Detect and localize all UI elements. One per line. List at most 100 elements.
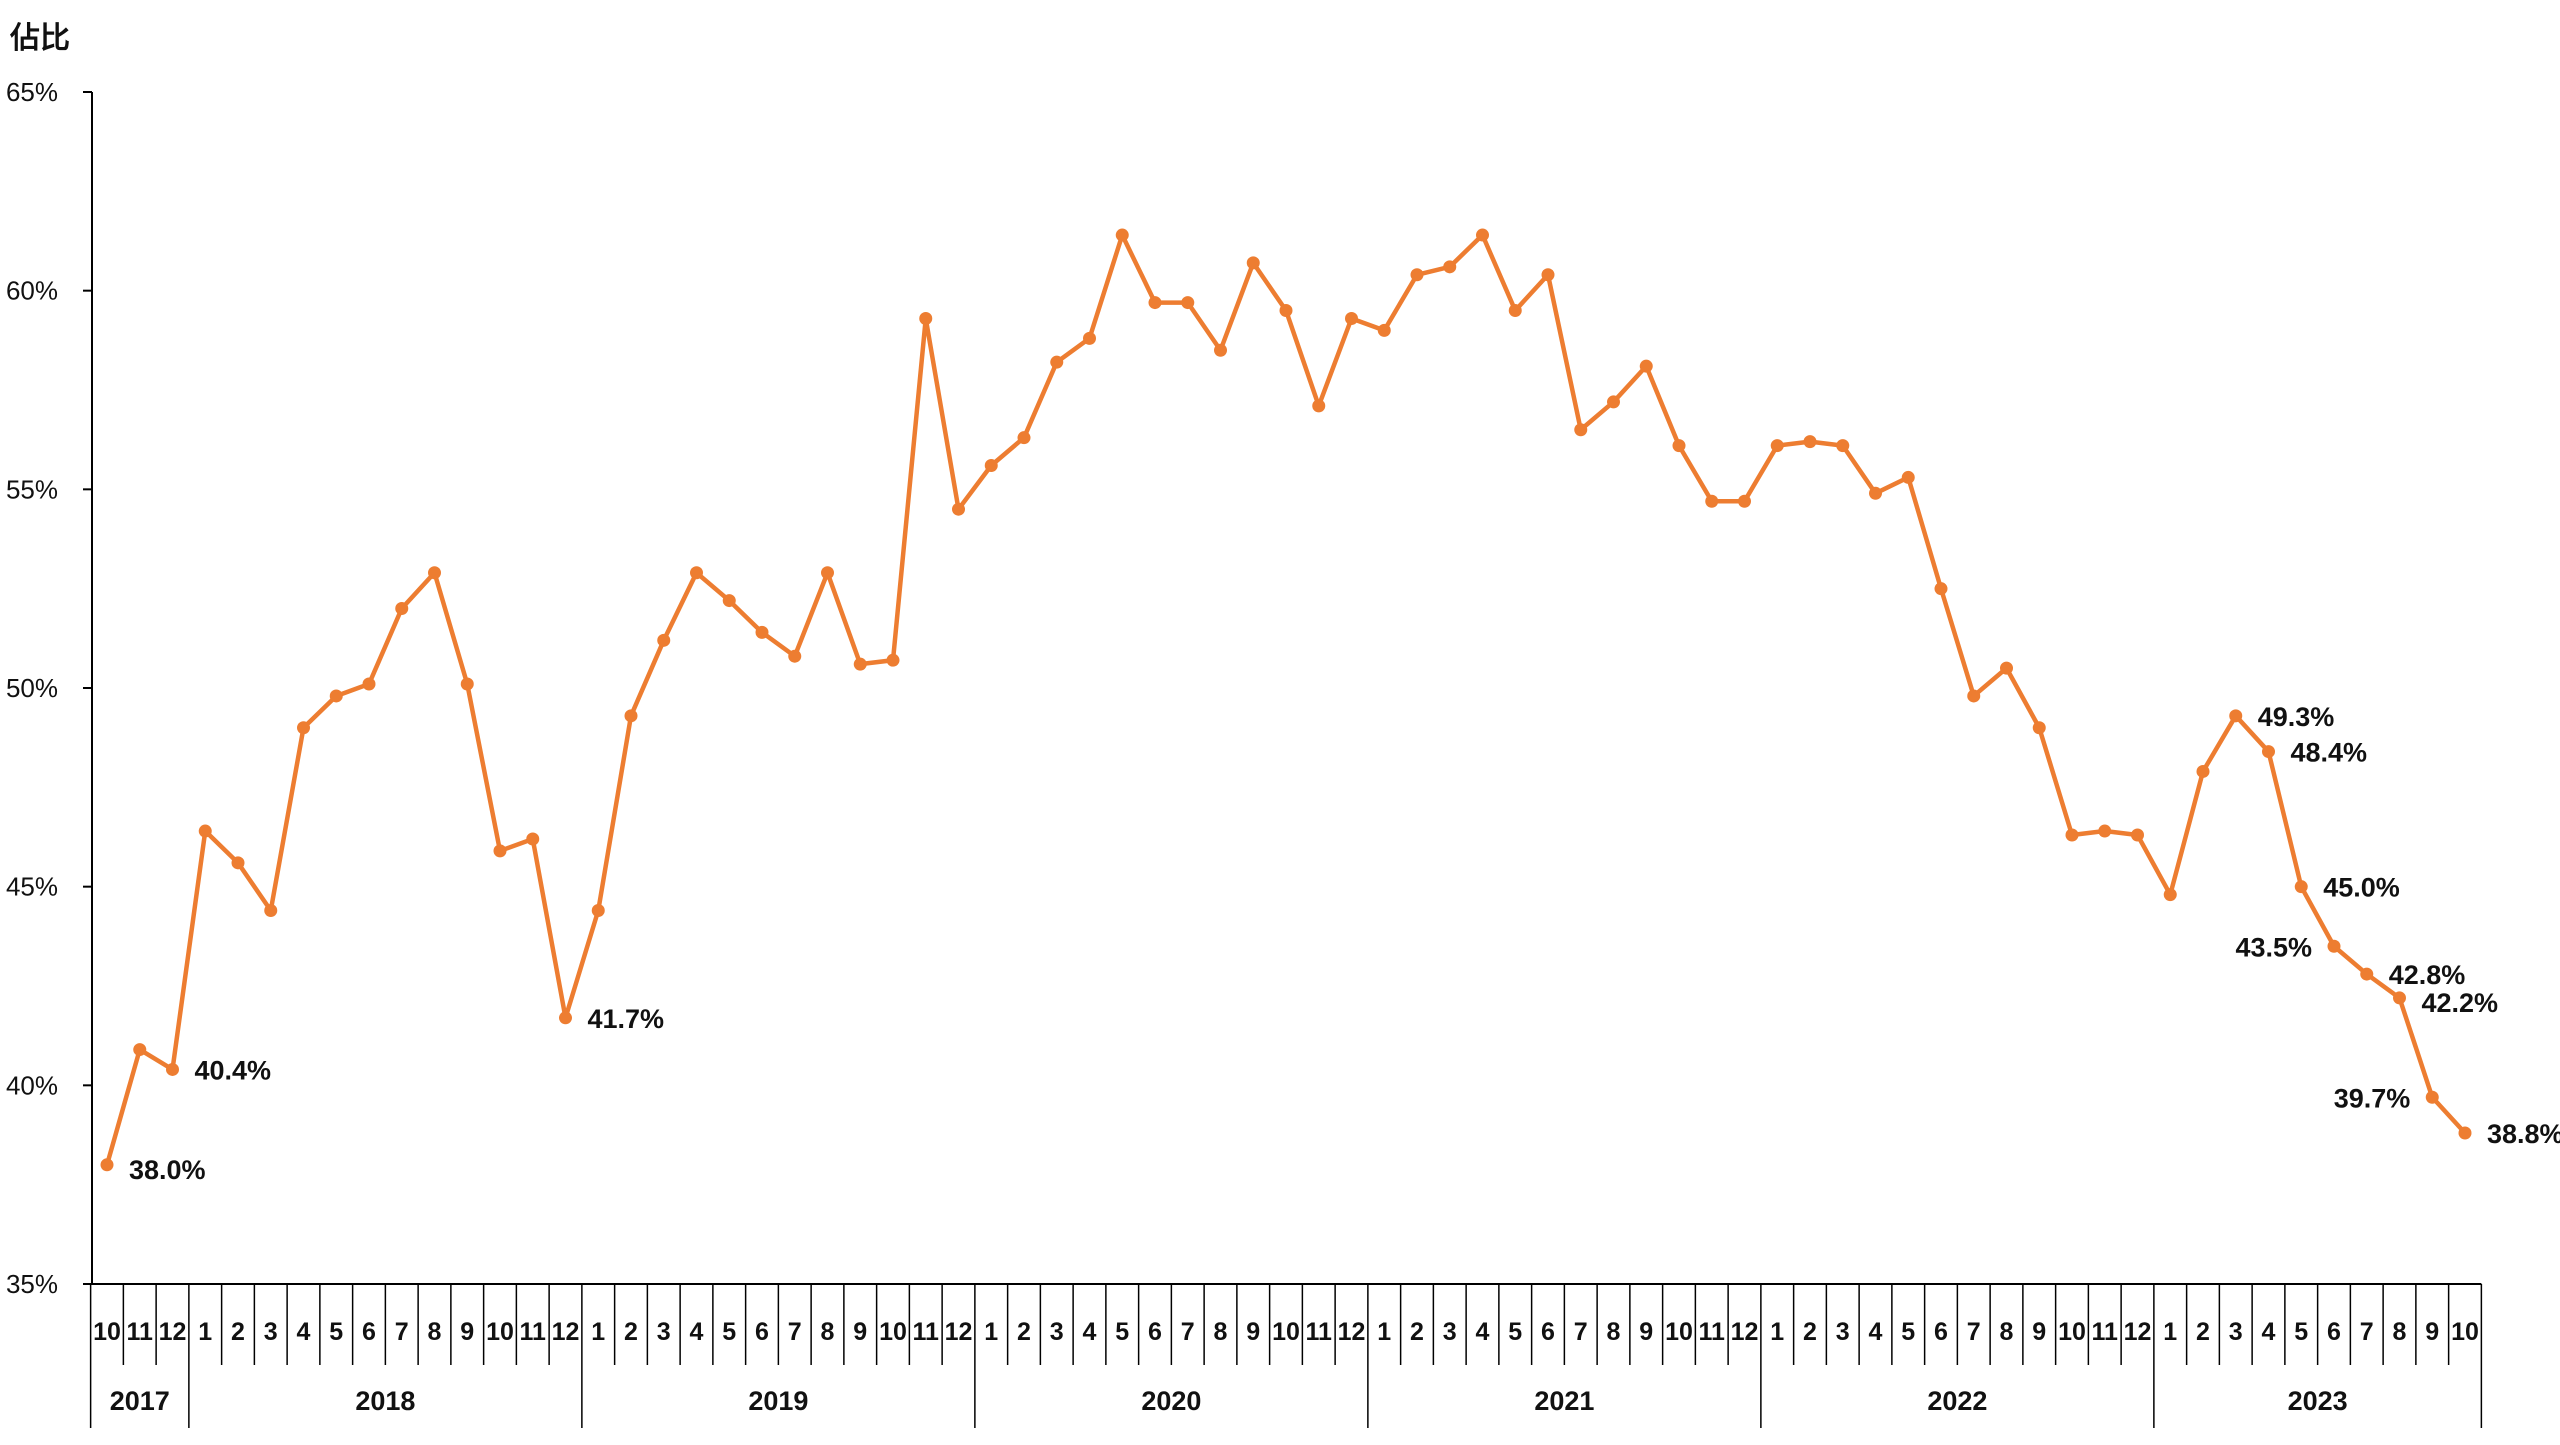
data-point [1934,582,1948,596]
x-tick-label: 6 [2327,1318,2341,1346]
data-label: 43.5% [2235,932,2312,962]
x-tick-label: 11 [127,1318,154,1346]
data-point [1083,331,1096,345]
x-tick-label: 11 [1306,1318,1333,1346]
data-point [395,602,409,616]
x-year-label: 2017 [110,1386,170,1416]
data-point [690,566,703,580]
x-tick-label: 11 [2092,1318,2119,1346]
data-point [264,904,278,918]
data-point [1148,296,1162,310]
x-tick-label: 11 [520,1318,547,1346]
y-tick-label: 65% [6,77,58,107]
y-tick-label: 55% [6,474,58,504]
x-tick-label: 10 [486,1318,514,1346]
x-tick-label: 12 [2124,1318,2152,1346]
y-tick-label: 35% [6,1269,58,1299]
x-year-label: 2023 [2288,1386,2348,1416]
data-point [1869,486,1882,500]
x-tick-label: 8 [1607,1318,1621,1346]
x-tick-label: 9 [1246,1318,1260,1346]
x-tick-label: 3 [1443,1318,1457,1346]
x-tick-label: 12 [159,1318,187,1346]
data-point [231,856,245,870]
data-point [1705,494,1719,508]
x-tick-label: 8 [428,1318,442,1346]
data-point [526,832,540,846]
data-point [493,844,507,858]
x-tick-label: 8 [2393,1318,2407,1346]
x-tick-label: 1 [198,1318,212,1346]
data-point [2229,709,2243,723]
data-point [984,458,998,472]
x-year-label: 2020 [1141,1386,1201,1416]
data-point [2393,991,2406,1005]
data-point [362,677,376,691]
x-tick-label: 9 [1639,1318,1653,1346]
x-tick-label: 9 [460,1318,474,1346]
x-tick-label: 11 [1699,1318,1726,1346]
data-point [2458,1126,2472,1140]
data-point [1443,260,1457,274]
data-point [1050,355,1064,369]
x-tick-label: 10 [2058,1318,2086,1346]
data-point [559,1011,572,1025]
data-point [100,1158,114,1172]
x-tick-label: 7 [2360,1318,2374,1346]
data-label: 49.3% [2258,702,2335,732]
data-point [624,709,638,723]
data-point [919,311,933,325]
data-point [2163,888,2177,902]
x-tick-label: 6 [1934,1318,1948,1346]
x-tick-label: 5 [2294,1318,2308,1346]
data-point [2294,880,2308,894]
x-tick-label: 7 [1181,1318,1195,1346]
x-tick-label: 3 [1050,1318,1064,1346]
data-label: 41.7% [588,1004,665,1034]
data-point [329,689,343,703]
x-tick-label: 7 [1967,1318,1981,1346]
data-point [1639,359,1653,373]
x-tick-label: 4 [297,1318,311,1346]
data-labels: 38.0% 40.4% 41.7% 49.3% 48.4% 45.0% 43.5% 42.8%… [129,702,2560,1185]
y-tick-label: 40% [6,1070,58,1100]
data-point [1607,395,1620,409]
x-tick-label: 5 [1115,1318,1129,1346]
x-tick-label: 7 [1574,1318,1588,1346]
x-tick-label: 2 [1017,1318,1031,1346]
data-point [297,721,310,735]
data-point [1312,399,1326,413]
data-point [1836,439,1850,453]
x-tick-label: 9 [853,1318,867,1346]
data-point [591,904,605,918]
x-tick-label: 9 [2425,1318,2439,1346]
data-point [198,824,212,838]
data-point [1476,228,1489,242]
data-point [1017,431,1031,445]
x-tick-label: 4 [1083,1318,1097,1346]
x-tick-label: 2 [2196,1318,2210,1346]
data-point [952,502,965,516]
x-tick-label: 8 [1214,1318,1228,1346]
data-point [1181,296,1195,310]
x-tick-label: 10 [93,1318,121,1346]
data-point [1214,343,1227,357]
x-tick-label: 2 [624,1318,638,1346]
data-point [788,649,802,663]
x-tick-label: 4 [1476,1318,1490,1346]
data-point [2360,967,2374,981]
y-tick-label: 45% [6,872,58,902]
x-tick-label: 5 [1901,1318,1915,1346]
x-tick-label: 4 [1869,1318,1883,1346]
data-point [1967,689,1981,703]
data-point [2196,764,2210,778]
x-tick-label: 5 [722,1318,736,1346]
x-tick-label: 5 [329,1318,343,1346]
x-tick-label: 7 [395,1318,409,1346]
data-point [1279,304,1293,318]
x-tick-label: 3 [2229,1318,2243,1346]
data-point [1345,311,1358,325]
x-tick-label: 1 [2163,1318,2177,1346]
data-point [133,1043,147,1057]
